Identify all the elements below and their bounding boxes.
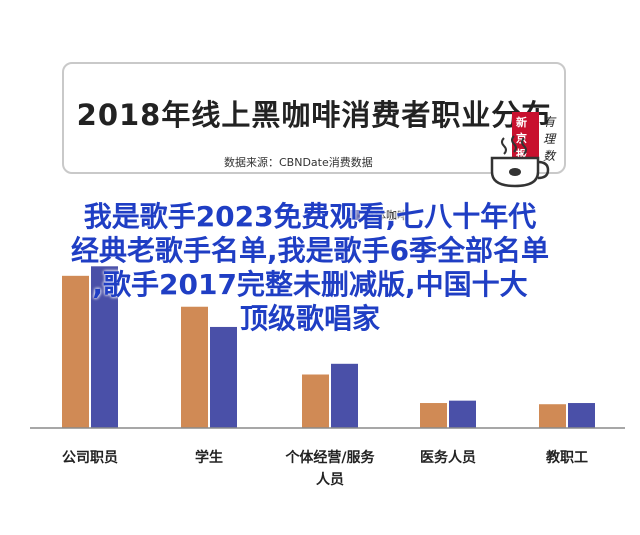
title-panel: 2018年线上黑咖啡消费者职业分布 数据来源：CBNDate消费数据 新京报 有… — [62, 62, 566, 174]
bar-series-a — [302, 374, 329, 428]
x-tick-label: 教职工 — [546, 449, 588, 466]
bar-series-b — [91, 266, 118, 428]
coffee-cup-icon — [490, 135, 550, 188]
x-tick-label: 公司职员 — [62, 450, 118, 466]
overlay-line: 经典老歌手名单,我是歌手6季全部名单 — [70, 234, 550, 267]
page-title: 2018年线上黑咖啡消费者职业分布 — [76, 98, 552, 132]
bar-series-a — [181, 306, 208, 428]
x-tick-label: 学生 — [195, 449, 223, 466]
x-tick-label: 人员 — [316, 471, 344, 488]
overlay-line: 我是歌手2023免费观看,七八十年代 — [83, 200, 537, 233]
bar-series-a — [539, 404, 566, 428]
bar-series-a — [62, 275, 89, 428]
legend-label: 整体咖啡 — [364, 208, 408, 222]
logo-red-block: 新京报 — [512, 112, 540, 164]
logo-script-text: 有理数 — [543, 114, 556, 163]
bar-series-b — [449, 400, 476, 428]
bar-series-b — [568, 403, 595, 428]
legend-swatch — [350, 210, 360, 220]
data-source: 数据来源：CBNDate消费数据 — [224, 156, 373, 169]
publisher-logo: 新京报 有理数 — [512, 112, 564, 164]
bar-series-b — [210, 326, 237, 428]
bar-series-b — [331, 363, 358, 428]
x-tick-label: 个体经营/服务 — [284, 449, 375, 466]
overlay-line: ,歌手2017完整未删减版,中国十大 — [92, 268, 528, 301]
x-tick-label: 医务人员 — [420, 449, 476, 466]
bar-series-a — [420, 403, 447, 428]
overlay-line: 顶级歌唱家 — [239, 302, 380, 335]
overlay-text: 我是歌手2023免费观看,七八十年代 经典老歌手名单,我是歌手6季全部名单 ,歌… — [10, 200, 610, 336]
